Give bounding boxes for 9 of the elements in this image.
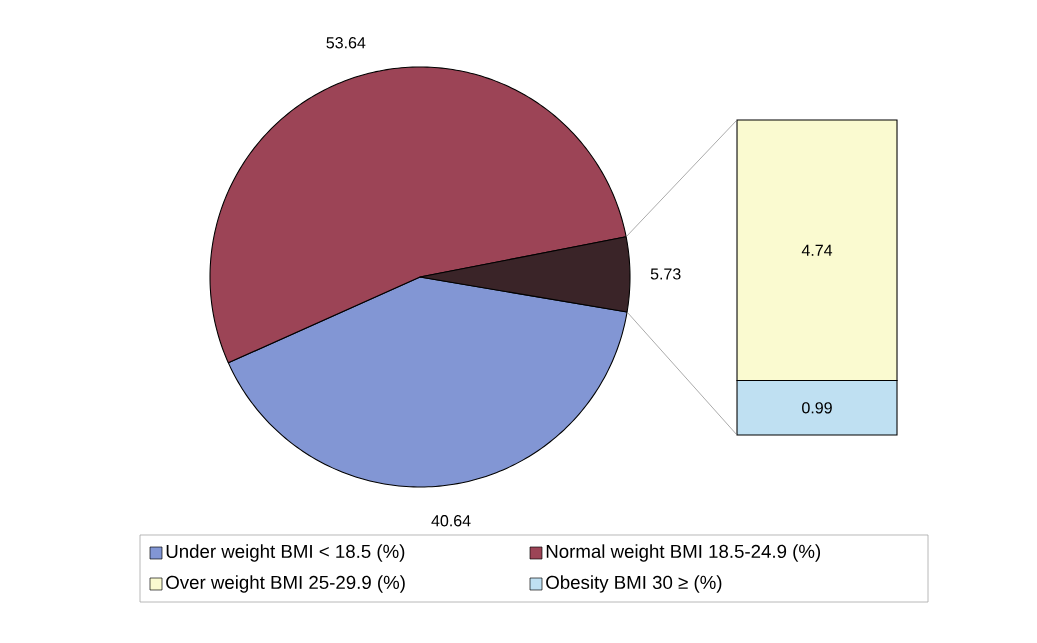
data-label: 4.74 xyxy=(801,244,833,256)
legend-label: Normal weight BMI 18.5-24.9 (%) xyxy=(546,544,821,562)
legend-label: Over weight BMI 25-29.9 (%) xyxy=(166,575,405,593)
data-label: 40.64 xyxy=(431,515,471,527)
data-label: 0.99 xyxy=(802,402,832,414)
legend-label: Obesity BMI 30 ≥ (%) xyxy=(546,575,722,593)
data-label: 5.73 xyxy=(650,268,681,280)
data-label: 53.64 xyxy=(326,37,366,49)
legend-label: Under weight BMI < 18.5 (%) xyxy=(166,544,405,562)
